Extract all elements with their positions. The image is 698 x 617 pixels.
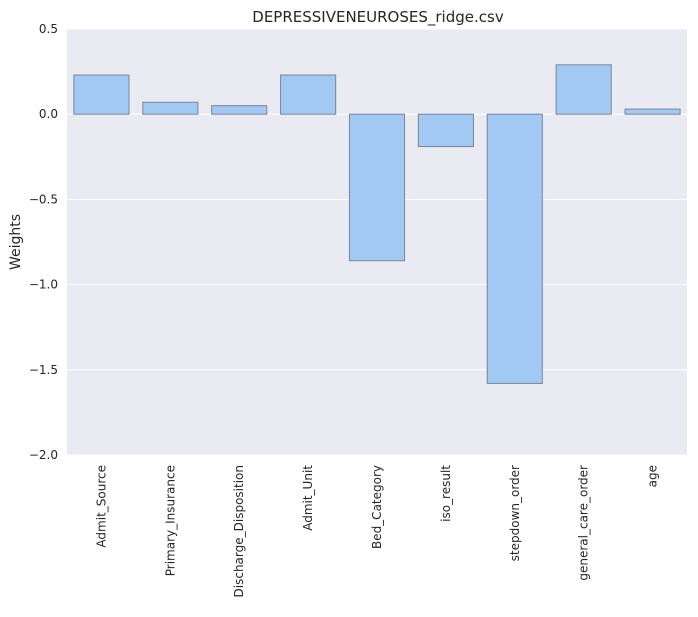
- x-tick-label: iso_result: [439, 465, 453, 522]
- bars: [73, 64, 681, 384]
- x-tick-label: Primary_Insurance: [163, 465, 177, 576]
- bar-primary-insurance: [142, 101, 199, 115]
- y-tick-label: 0.5: [39, 22, 58, 36]
- bar-bed-category: [348, 113, 406, 262]
- bar-admit-unit: [280, 74, 337, 115]
- x-tick-label: Admit_Source: [94, 465, 108, 548]
- bar-stepdown-order: [486, 113, 543, 384]
- x-tick-label: general_care_order: [577, 465, 591, 581]
- bar-admit-source: [73, 74, 130, 115]
- y-tick-labels: 0.5 0.0 −0.5 −1.0 −1.5 −2.0: [29, 22, 58, 462]
- bar-age: [624, 108, 681, 115]
- y-tick-label: −0.5: [29, 192, 58, 206]
- x-tick-label: age: [646, 465, 660, 487]
- y-tick-label: −1.5: [29, 363, 58, 377]
- bar-discharge-disposition: [211, 105, 268, 115]
- y-tick-label: 0.0: [39, 107, 58, 121]
- y-tick-label: −2.0: [29, 448, 58, 462]
- x-tick-labels: Admit_Source Primary_Insurance Discharge_D…: [94, 465, 659, 598]
- x-tick-label: Discharge_Disposition: [232, 465, 246, 597]
- x-tick-label: Admit_Unit: [301, 465, 315, 531]
- x-tick-label: stepdown_order: [508, 465, 522, 561]
- y-axis-label: Weights: [8, 214, 24, 270]
- bar-general-care-order: [555, 64, 612, 115]
- x-tick-label: Bed_Category: [370, 465, 384, 549]
- chart-title: DEPRESSIVENEUROSES_ridge.csv: [252, 8, 504, 27]
- bar-iso-result: [417, 113, 474, 148]
- y-tick-label: −1.0: [29, 278, 58, 292]
